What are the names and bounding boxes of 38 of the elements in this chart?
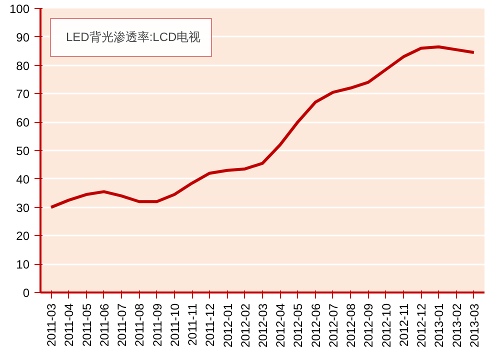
x-tick-label: 2011-10 xyxy=(168,303,182,347)
y-tick-label: 30 xyxy=(16,200,30,215)
y-tick-label: 100 xyxy=(9,2,30,16)
x-tick-label: 2011-12 xyxy=(203,303,218,347)
x-tick-label: 2012-07 xyxy=(326,303,340,348)
x-tick-label: 2012-11 xyxy=(396,303,411,347)
x-tick-label: 2012-08 xyxy=(344,303,358,348)
y-tick-label: 0 xyxy=(22,286,30,300)
x-tick-label: 2013-02 xyxy=(450,303,464,348)
y-tick-label: 70 xyxy=(16,87,30,102)
x-tick-label: 2011-11 xyxy=(186,303,200,346)
y-tick-label: 10 xyxy=(16,258,30,272)
x-tick-label: 2012-10 xyxy=(379,303,394,348)
x-tick-label: 2012-05 xyxy=(291,303,306,348)
x-tick-label: 2011-04 xyxy=(62,303,76,347)
y-tick-label: 60 xyxy=(16,116,30,130)
text: LED背光渗透率:LCD电视 xyxy=(66,29,201,46)
y-tick-label: 40 xyxy=(16,172,30,186)
x-tick-label: 2012-01 xyxy=(220,303,235,348)
y-tick-label: 20 xyxy=(16,229,30,244)
y-tick-label: 50 xyxy=(16,144,30,158)
x-tick-label: 2011-03 xyxy=(44,303,59,347)
x-tick-label: 2011-05 xyxy=(80,303,94,347)
x-tick-label: 2013-01 xyxy=(432,303,446,348)
y-tick-label: 90 xyxy=(16,30,30,44)
x-tick-label: 2012-03 xyxy=(256,303,270,348)
x-tick-label: 2011-06 xyxy=(97,303,112,347)
x-tick-label: 2013-03 xyxy=(467,303,482,348)
x-tick-label: 2011-07 xyxy=(115,303,130,347)
line-series xyxy=(50,45,476,209)
x-tick-label: 2011-08 xyxy=(132,303,147,347)
x-tick-label: 2012-09 xyxy=(362,303,376,348)
x-tick-label: 2012-12 xyxy=(414,303,429,348)
x-tick-label: 2012-02 xyxy=(238,303,252,348)
y-tick-label: 80 xyxy=(16,58,30,73)
x-tick-label: 2012-06 xyxy=(308,303,323,348)
x-tick-label: 2012-04 xyxy=(274,303,288,348)
x-tick-label: 2011-09 xyxy=(150,303,164,347)
